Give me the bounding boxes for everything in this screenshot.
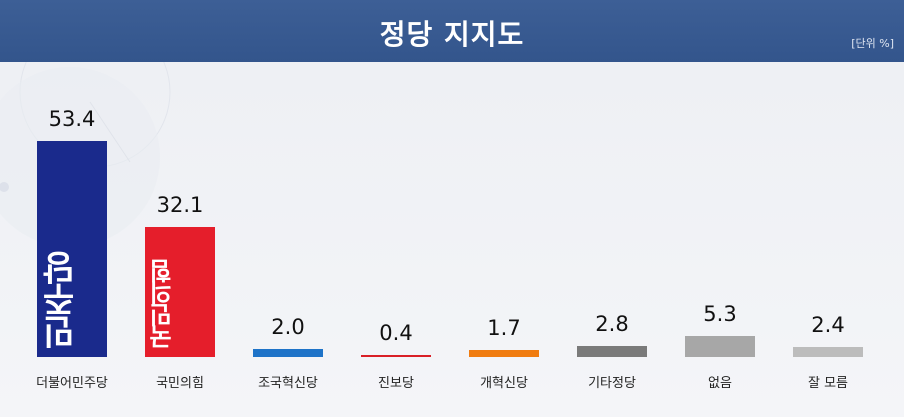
value-label-6: 2.8 [595,311,629,336]
chart-title: 정당 지지도 [379,18,525,51]
value-label-7: 5.3 [703,301,737,326]
bar-logo-1: 민주당 [42,253,82,349]
value-label-1: 53.4 [48,107,96,131]
category-label-3: 조국혁신당 [258,376,318,391]
bar-7 [685,335,755,357]
category-label-4: 진보당 [378,376,414,391]
unit-label: [단위 %] [851,37,894,50]
bar-8 [793,347,863,357]
bar-1: 민주당 [37,141,107,357]
value-label-4: 0.4 [379,321,413,345]
category-label-1: 더불어민주당 [36,376,108,391]
category-label-8: 잘 모름 [807,376,848,391]
plot-area [0,62,904,417]
bar-3 [253,348,323,357]
value-label-5: 1.7 [487,316,521,341]
chart-header: 정당 지지도 [단위 %] [0,0,904,62]
value-label-8: 2.4 [811,313,845,338]
bar-logo-2: 국민의힘 [149,260,177,349]
bar-6 [577,345,647,357]
bar-5 [469,350,539,357]
category-label-6: 기타정당 [588,376,636,391]
value-label-2: 32.1 [156,193,204,218]
value-label-3: 2.0 [271,314,305,339]
bar-4 [361,355,431,357]
category-label-7: 없음 [708,376,732,391]
category-label-2: 국민의힘 [156,376,204,391]
bar-2: 국민의힘 [145,227,215,357]
category-label-5: 개혁신당 [480,376,528,391]
